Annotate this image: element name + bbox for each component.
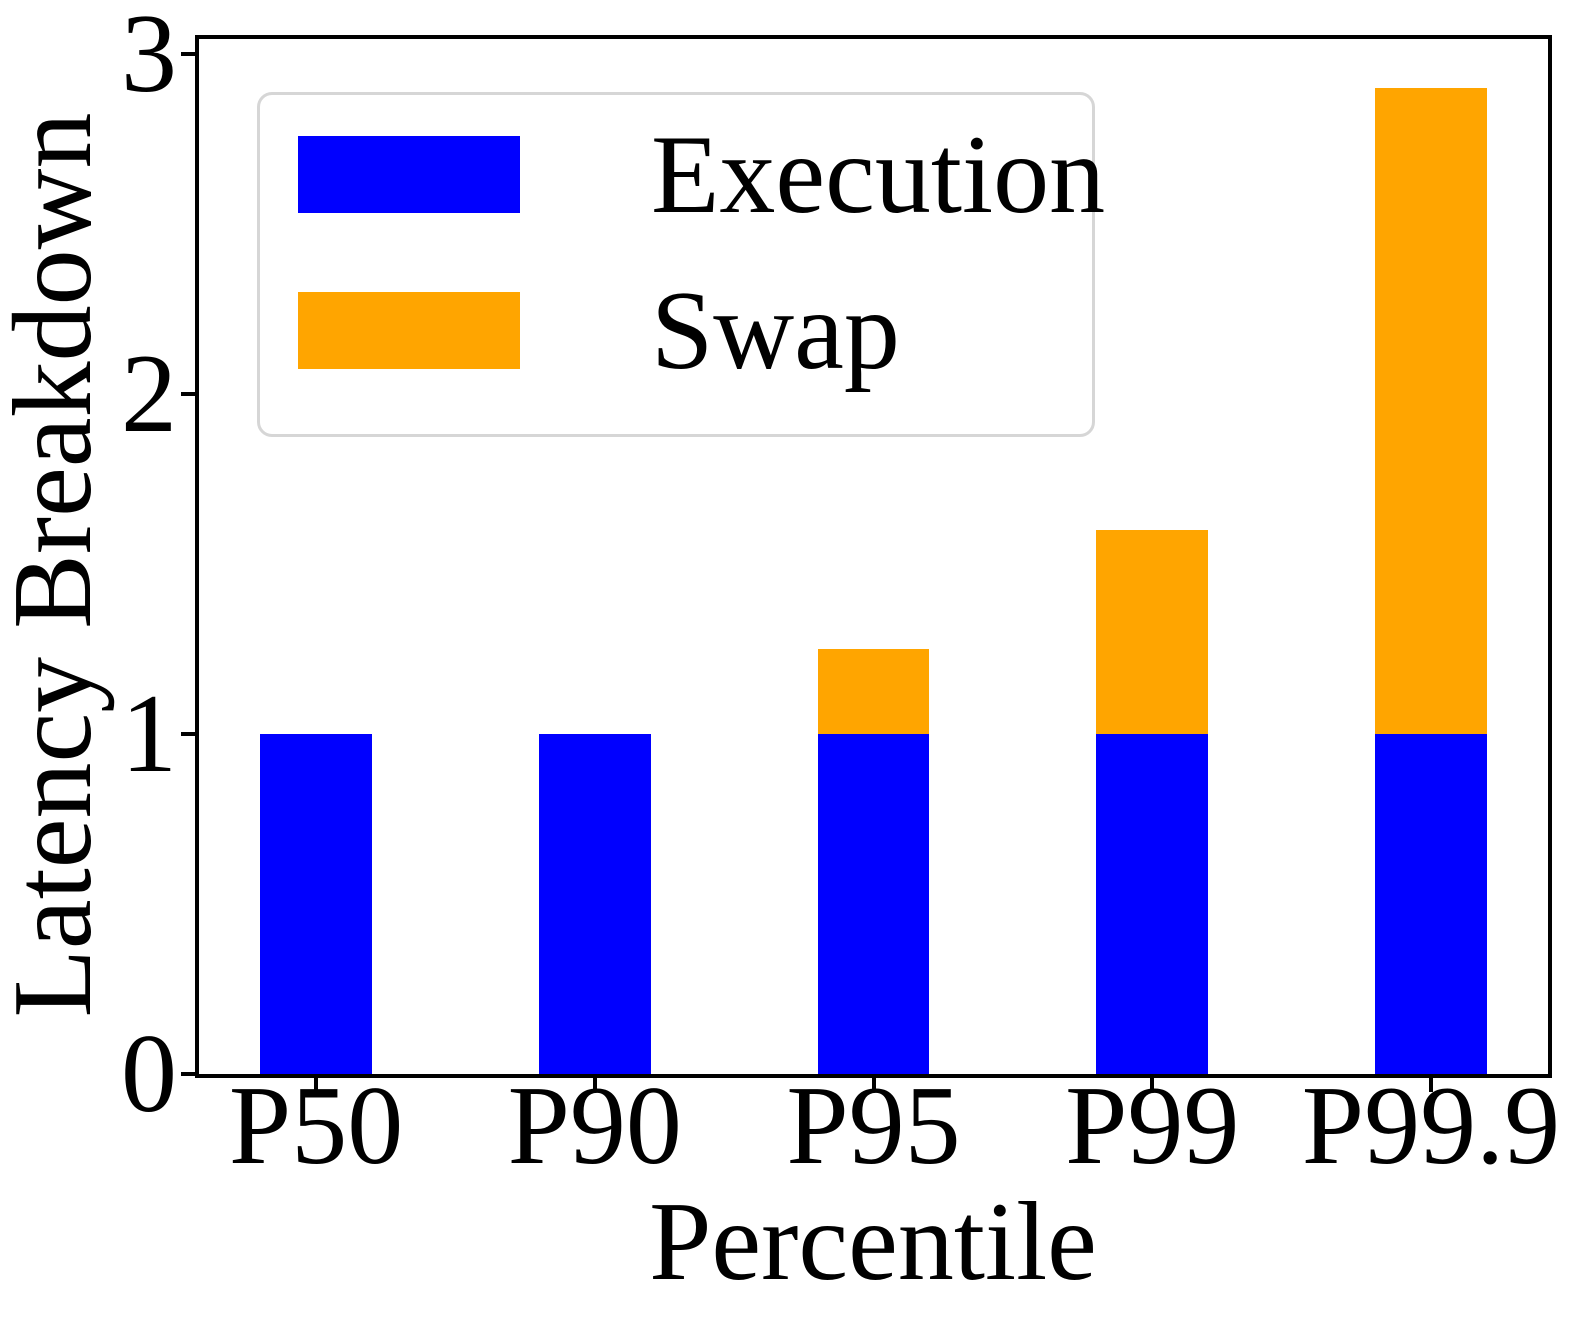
plot-area: Execution Swap [195, 35, 1552, 1078]
y-tick-mark [181, 52, 195, 57]
bar-segment-execution-p90 [539, 734, 651, 1074]
x-tick-mark [314, 1078, 319, 1092]
bar-segment-execution-p99.9 [1375, 734, 1487, 1074]
legend-label-execution: Execution [651, 112, 1106, 237]
y-tick-label: 3 [121, 0, 177, 117]
x-tick-label-p99: P99 [1065, 1064, 1240, 1188]
x-tick-mark [1428, 1078, 1433, 1092]
bar-segment-swap-p99 [1096, 530, 1208, 735]
bar-segment-swap-p99.9 [1375, 88, 1487, 735]
swap-swatch-icon [298, 292, 520, 369]
x-tick-label-p90: P90 [507, 1064, 682, 1188]
bar-segment-execution-p50 [260, 734, 372, 1074]
y-tick-label: 0 [121, 1012, 177, 1136]
bar-segment-execution-p95 [817, 734, 930, 1074]
bar-segment-execution-p99 [1096, 734, 1208, 1074]
x-tick-mark [592, 1078, 597, 1092]
x-tick-label-p50: P50 [228, 1064, 404, 1188]
legend: Execution Swap [257, 92, 1105, 437]
legend-item-swap: Swap [298, 275, 900, 387]
x-tick-label-p95: P95 [786, 1064, 961, 1188]
y-tick-label: 1 [121, 672, 177, 797]
bar-segment-swap-p95 [817, 649, 930, 735]
y-axis-title: Latency Breakdown [0, 112, 115, 1018]
x-tick-mark [871, 1078, 876, 1092]
legend-item-execution: Execution [298, 119, 1105, 231]
execution-swatch-icon [298, 136, 520, 213]
y-tick-mark [181, 1072, 195, 1076]
legend-label-swap: Swap [651, 268, 900, 393]
bars-layer [199, 39, 1548, 1074]
x-tick-mark [1150, 1078, 1155, 1092]
x-axis-title: Percentile [649, 1180, 1097, 1304]
x-tick-label-p99.9: P99.9 [1301, 1064, 1561, 1188]
y-tick-mark [181, 392, 195, 397]
y-tick-mark [181, 732, 195, 737]
y-tick-label: 2 [121, 332, 177, 457]
